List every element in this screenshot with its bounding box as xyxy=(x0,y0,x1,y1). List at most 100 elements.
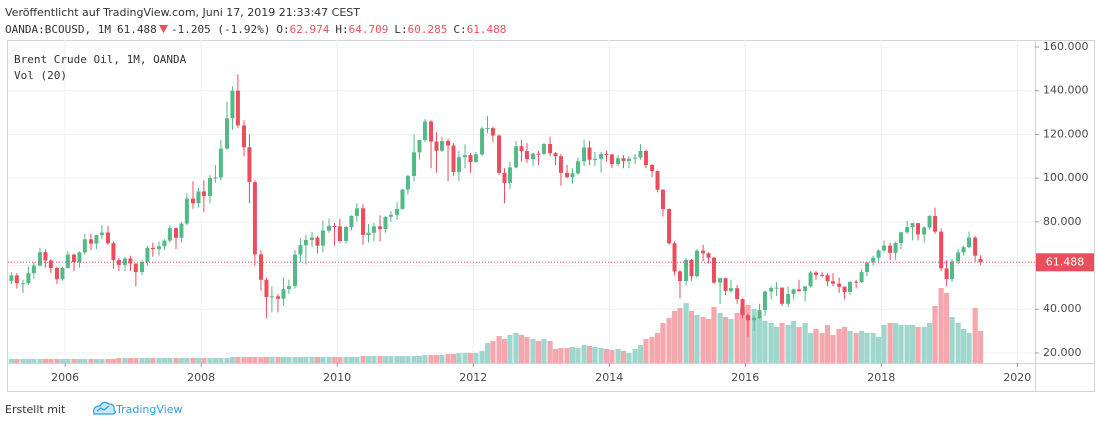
volume-bar xyxy=(235,357,241,363)
candle-body xyxy=(519,146,524,152)
candle-body xyxy=(259,254,264,280)
volume-bar xyxy=(943,293,950,363)
candle-body xyxy=(769,288,774,292)
volume-bar xyxy=(31,359,37,363)
volume-bar xyxy=(768,323,774,363)
volume-bar xyxy=(637,345,644,363)
candle-body xyxy=(660,189,665,209)
volume-bar xyxy=(127,358,134,363)
ohlc-label: H: xyxy=(335,23,348,36)
candle-body xyxy=(94,235,99,244)
volume-bar xyxy=(280,357,287,363)
candle-body xyxy=(899,232,904,244)
volume-bar xyxy=(422,355,428,363)
last-price: 61.488 xyxy=(117,23,157,36)
volume-bar xyxy=(700,317,706,363)
volume-bar xyxy=(830,335,836,363)
volume-bar xyxy=(167,358,173,363)
candle-body xyxy=(446,140,451,146)
volume-bar xyxy=(105,359,111,363)
volume-bar xyxy=(258,357,264,363)
volume-bar xyxy=(932,306,938,363)
candle-body xyxy=(655,171,660,190)
ohlc-value: 60.285 xyxy=(408,23,448,36)
candle-body xyxy=(71,254,76,263)
candle-body xyxy=(145,247,150,263)
volume-bar xyxy=(836,329,842,363)
volume-bar xyxy=(343,357,349,363)
candle-body xyxy=(536,153,541,155)
candle-body xyxy=(916,223,921,235)
volume-bar xyxy=(875,337,882,363)
volume-bar xyxy=(654,333,661,363)
volume-bar xyxy=(796,327,802,363)
candle-body xyxy=(524,151,529,160)
volume-bar xyxy=(955,323,961,363)
x-tick-label: 2016 xyxy=(731,371,759,384)
candle-body xyxy=(128,258,133,264)
candle-body xyxy=(105,232,110,244)
volume-bar xyxy=(292,357,298,363)
volume-bar xyxy=(331,357,338,363)
volume-bar xyxy=(388,356,394,363)
candle-body xyxy=(745,315,750,321)
candle-body xyxy=(672,243,677,272)
y-tick-label: 140.000 xyxy=(1043,84,1089,97)
volume-bar xyxy=(722,317,729,363)
volume-bar xyxy=(507,335,513,363)
y-tick-label: 20.000 xyxy=(1043,346,1082,359)
candle-body xyxy=(553,153,558,157)
last-price-label: 61.488 xyxy=(1046,255,1085,268)
volume-bar xyxy=(926,323,933,363)
candle-body xyxy=(286,286,291,290)
x-tick-label: 2008 xyxy=(187,371,215,384)
volume-bar xyxy=(949,317,955,363)
brand-name: TradingView xyxy=(115,403,182,416)
volume-bar xyxy=(462,353,468,363)
volume-bar xyxy=(297,357,304,363)
volume-bar xyxy=(467,353,474,363)
volume-bar xyxy=(887,323,893,363)
y-tick-label: 40.000 xyxy=(1043,302,1082,315)
candle-body xyxy=(473,154,478,162)
volume-bar xyxy=(626,353,632,363)
volume-bar xyxy=(173,358,179,363)
candle-body xyxy=(831,281,836,284)
candle-body xyxy=(315,237,320,246)
volume-bar xyxy=(496,336,502,363)
volume-bar xyxy=(303,357,309,363)
volume-bar xyxy=(144,358,151,363)
candle-body xyxy=(190,198,195,204)
candle-body xyxy=(213,177,218,179)
candle-body xyxy=(139,262,144,273)
volume-bar xyxy=(558,348,564,363)
x-tick-label: 2010 xyxy=(323,371,351,384)
candle-body xyxy=(609,154,614,165)
volume-bar xyxy=(190,358,196,363)
volume-bar xyxy=(394,356,400,363)
volume-bar xyxy=(717,313,723,363)
volume-bar xyxy=(881,325,887,363)
candle-body xyxy=(179,223,184,238)
volume-bar xyxy=(858,331,865,363)
volume-bar xyxy=(411,356,417,363)
volume-bar xyxy=(371,356,377,363)
candle-body xyxy=(77,252,82,263)
candle-body xyxy=(711,257,716,283)
candle-body xyxy=(706,253,711,258)
volume-bar xyxy=(382,356,389,363)
volume-bar xyxy=(439,355,445,363)
candle-body xyxy=(871,257,876,263)
candle-body xyxy=(723,278,728,291)
volume-bar xyxy=(762,321,768,363)
candle-body xyxy=(791,289,796,294)
volume-bar xyxy=(870,333,876,363)
volume-bar xyxy=(479,351,485,363)
candle-body xyxy=(956,252,961,262)
candle-layer xyxy=(8,74,1035,337)
volume-bar xyxy=(802,323,808,363)
ohlc-label: L: xyxy=(394,23,407,36)
candle-body xyxy=(247,147,252,183)
candle-body xyxy=(429,121,434,142)
